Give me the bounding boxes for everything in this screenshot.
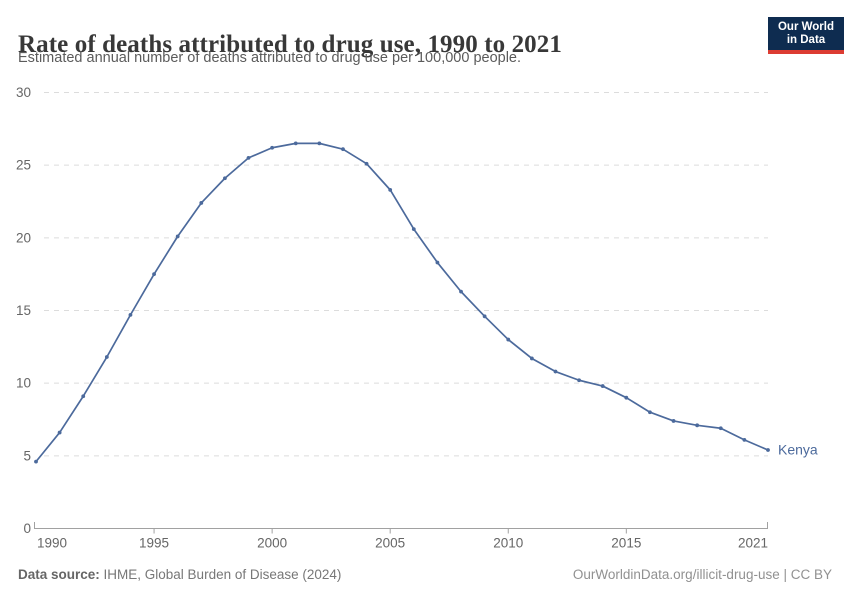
data-point-marker — [411, 227, 416, 232]
y-tick-labels: 0 5 10 15 20 25 30 — [16, 85, 31, 536]
data-point-marker — [270, 145, 275, 150]
data-point-marker — [695, 423, 700, 428]
data-point-marker — [293, 141, 298, 146]
y-tick-label: 30 — [16, 85, 31, 100]
data-point-marker — [246, 156, 251, 160]
data-point-marker — [718, 426, 723, 431]
data-point-marker — [577, 378, 581, 383]
footer: Data source: IHME, Global Burden of Dise… — [18, 567, 832, 582]
x-tick-label: 2015 — [611, 536, 641, 551]
data-point-marker — [388, 187, 393, 192]
data-point-marker — [57, 430, 62, 435]
series-line-kenya — [35, 142, 769, 463]
datasource-text: Data source: IHME, Global Burden of Dise… — [18, 567, 341, 582]
data-point-marker — [34, 459, 38, 464]
x-tick-label: 2021 — [738, 536, 768, 551]
data-point-marker — [364, 161, 369, 166]
data-point-marker — [128, 312, 133, 317]
y-tick-label: 15 — [16, 303, 31, 318]
x-tick-label: 1990 — [37, 536, 67, 551]
data-point-marker — [104, 355, 109, 359]
logo-line-2: in Data — [786, 34, 826, 46]
footer-separator: | — [779, 567, 791, 582]
y-tick-label: 5 — [23, 448, 31, 463]
series-end-label: Kenya — [778, 442, 818, 458]
x-tick-label: 1995 — [139, 536, 169, 551]
footer-link-url[interactable]: OurWorldinData.org/illicit-drug-use — [572, 567, 780, 582]
footer-links: OurWorldinData.org/illicit-drug-use | CC… — [573, 567, 832, 582]
data-point-marker — [742, 437, 747, 442]
data-point-marker — [671, 419, 676, 423]
data-point-marker — [506, 337, 511, 342]
y-tick-label: 25 — [16, 158, 31, 173]
y-gridlines — [44, 92, 768, 457]
data-point-marker — [624, 395, 629, 400]
data-point-marker — [648, 410, 652, 415]
logo-line-1: Our World — [777, 21, 834, 33]
data-point-marker — [81, 394, 86, 399]
data-point-marker — [175, 234, 180, 239]
datasource-value: IHME, Global Burden of Disease (2024) — [99, 567, 342, 582]
y-tick-label: 20 — [16, 230, 31, 245]
footer-license-link[interactable]: CC BY — [790, 567, 832, 582]
data-point-markers — [34, 141, 770, 464]
data-point-marker — [459, 289, 463, 294]
data-point-marker — [553, 369, 558, 374]
owid-logo[interactable]: Our World in Data — [768, 17, 844, 54]
x-tick-labels: 1990 1995 2000 2005 2010 2015 2021 — [37, 536, 768, 551]
data-point-marker — [529, 356, 534, 361]
data-point-marker — [435, 260, 440, 265]
x-axis — [34, 522, 768, 534]
page-title: Rate of deaths attributed to drug use, 1… — [18, 30, 562, 58]
datasource-label: Data source: — [18, 567, 100, 582]
x-tick-label: 2000 — [257, 536, 287, 551]
data-point-marker — [223, 176, 227, 181]
data-point-marker — [600, 384, 605, 388]
data-point-marker — [766, 448, 770, 452]
data-point-marker — [317, 141, 322, 146]
x-tick-label: 2005 — [375, 536, 405, 551]
page-subtitle: Estimated annual number of deaths attrib… — [18, 50, 522, 66]
x-tick-label: 2010 — [493, 536, 523, 551]
data-point-marker — [482, 314, 487, 319]
data-point-marker — [199, 201, 204, 205]
data-point-marker — [341, 147, 345, 152]
y-tick-label: 10 — [16, 376, 31, 391]
data-point-marker — [152, 272, 156, 277]
y-tick-label: 0 — [23, 521, 31, 536]
